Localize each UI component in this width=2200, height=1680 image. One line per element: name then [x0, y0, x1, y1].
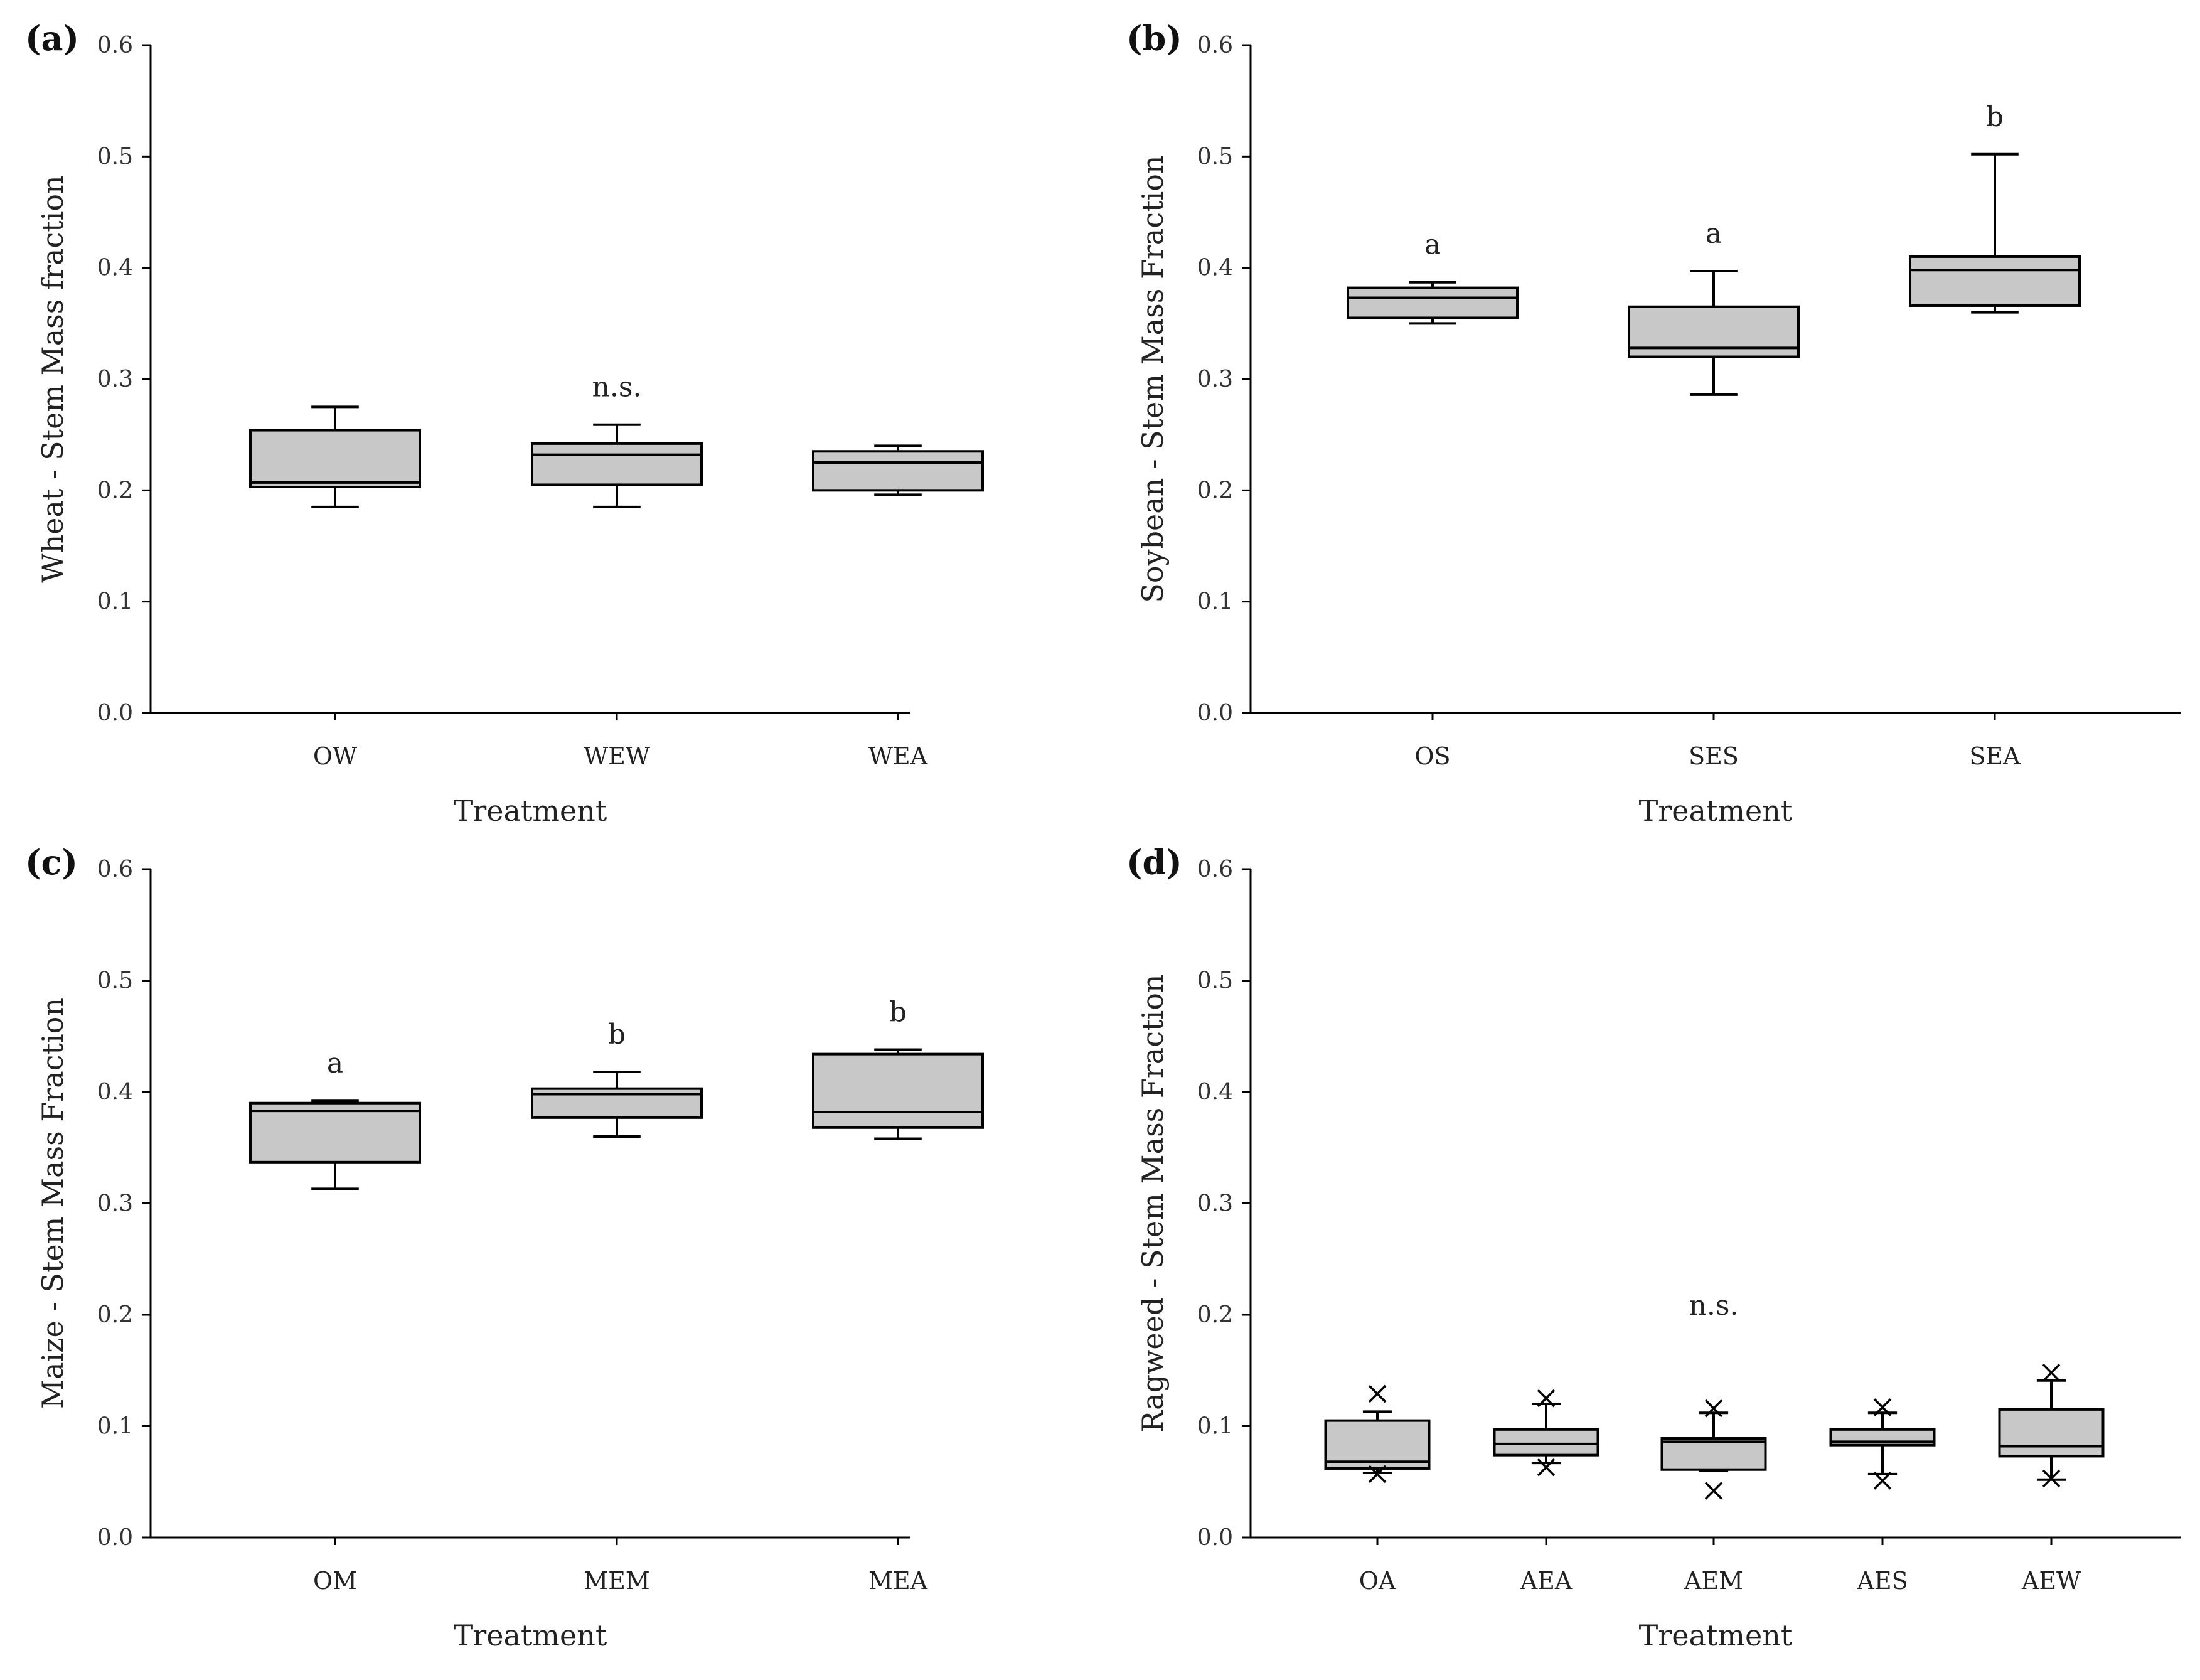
x-tick-label: OM [313, 1567, 357, 1595]
panel-label: (c) [25, 842, 78, 882]
box-SEA [1909, 255, 2081, 307]
significance-label: n.s. [1689, 1290, 1739, 1322]
y-tick-label: 0.5 [97, 968, 133, 994]
y-tick-label: 0.1 [97, 1414, 133, 1440]
y-tick-label: 0.3 [97, 1191, 133, 1217]
y-tick-label: 0.4 [97, 1079, 133, 1105]
y-axis-title: Ragweed - Stem Mass Fraction [1136, 974, 1170, 1432]
x-tick-label: SES [1689, 742, 1739, 770]
y-axis-title: Soybean - Stem Mass Fraction [1136, 155, 1170, 602]
panel-d: (d) 0.0 0.1 0.2 0.3 0.4 0.5 0.6 Ragweed - Stem M… [1126, 842, 2181, 1652]
significance-label: b [1986, 101, 2004, 133]
y-axis-title: Wheat - Stem Mass fraction [36, 175, 70, 582]
y-tick-label: 0.5 [97, 144, 133, 169]
outlier-marker [1704, 1482, 1723, 1500]
y-tick-label: 0.6 [97, 33, 133, 58]
y-tick-label: 0.3 [1197, 366, 1233, 392]
significance-label: a [1424, 229, 1441, 261]
significance-label: n.s. [592, 372, 642, 404]
x-tick-label: AEW [2021, 1567, 2081, 1595]
panel-b: (b) 0.0 0.1 0.2 0.3 0.4 0.5 0.6 Soybean - Stem M… [1126, 18, 2181, 828]
panel-a: (a) 0.0 0.1 0.2 0.3 0.4 0.5 0.6 Wheat - Stem Mas… [25, 18, 984, 828]
box-WEW [531, 442, 703, 486]
outlier-marker [2042, 1364, 2061, 1382]
outlier-marker [1368, 1384, 1387, 1403]
x-tick-label: AEA [1520, 1567, 1573, 1595]
outlier-marker [1704, 1399, 1723, 1418]
x-axis-title: Treatment [1639, 1618, 1793, 1652]
y-axis-title: Maize - Stem Mass Fraction [36, 998, 70, 1409]
y-tick-label: 0.6 [1197, 857, 1233, 882]
outlier-marker [1873, 1398, 1892, 1416]
panel-label: (d) [1126, 842, 1182, 882]
x-tick-label: MEA [868, 1567, 928, 1595]
x-tick-label: SEA [1969, 742, 2021, 770]
outlier-marker [1368, 1465, 1387, 1484]
outlier-marker [1537, 1389, 1556, 1408]
y-tick-label: 0.0 [97, 700, 133, 726]
significance-label: a [1706, 218, 1722, 250]
panel-label: (b) [1126, 18, 1182, 58]
y-tick-label: 0.5 [1197, 144, 1233, 169]
y-tick-label: 0.1 [1197, 1414, 1233, 1440]
box-WEA [812, 450, 984, 492]
x-tick-label: OA [1359, 1567, 1396, 1595]
y-tick-label: 0.4 [97, 255, 133, 281]
box-OM [249, 1101, 421, 1164]
x-tick-label: AEM [1684, 1567, 1743, 1595]
y-tick-label: 0.4 [1197, 1079, 1233, 1105]
significance-label: b [889, 997, 907, 1029]
x-tick-label: WEA [868, 742, 928, 770]
box-SES [1628, 305, 1800, 358]
box-OW [249, 429, 421, 489]
x-tick-label: OS [1414, 742, 1450, 770]
outlier-marker [1537, 1458, 1556, 1477]
y-tick-label: 0.2 [1197, 1302, 1233, 1328]
outlier-marker [2042, 1469, 2061, 1488]
significance-label: b [608, 1019, 626, 1051]
box-AEM [1660, 1437, 1767, 1471]
box-AEA [1493, 1428, 1599, 1457]
y-tick-label: 0.3 [1197, 1191, 1233, 1217]
y-tick-label: 0.6 [1197, 33, 1233, 58]
x-tick-label: WEW [584, 742, 650, 770]
y-tick-label: 0.5 [1197, 968, 1233, 994]
x-tick-label: AES [1856, 1567, 1908, 1595]
y-tick-label: 0.0 [97, 1525, 133, 1551]
x-tick-label: MEM [584, 1567, 650, 1595]
y-tick-label: 0.2 [97, 478, 133, 503]
y-tick-label: 0.1 [97, 589, 133, 615]
box-OS [1347, 286, 1519, 319]
x-axis-title: Treatment [454, 794, 607, 828]
x-axis-title: Treatment [1639, 794, 1793, 828]
x-tick-label: OW [313, 742, 357, 770]
x-axis-title: Treatment [454, 1618, 607, 1652]
box-MEA [812, 1052, 984, 1129]
y-tick-label: 0.0 [1197, 700, 1233, 726]
box-OA [1324, 1419, 1431, 1470]
box-AEW [1998, 1408, 2105, 1458]
panel-c: (c) 0.0 0.1 0.2 0.3 0.4 0.5 0.6 Maize - Stem Mas… [25, 842, 984, 1652]
y-tick-label: 0.3 [97, 366, 133, 392]
y-tick-label: 0.6 [97, 857, 133, 882]
y-tick-label: 0.4 [1197, 255, 1233, 281]
y-tick-label: 0.2 [97, 1302, 133, 1328]
significance-label: a [327, 1047, 343, 1079]
y-tick-label: 0.0 [1197, 1525, 1233, 1551]
y-tick-label: 0.2 [1197, 478, 1233, 503]
outlier-marker [1873, 1472, 1892, 1490]
y-tick-label: 0.1 [1197, 589, 1233, 615]
panel-label: (a) [25, 18, 79, 58]
